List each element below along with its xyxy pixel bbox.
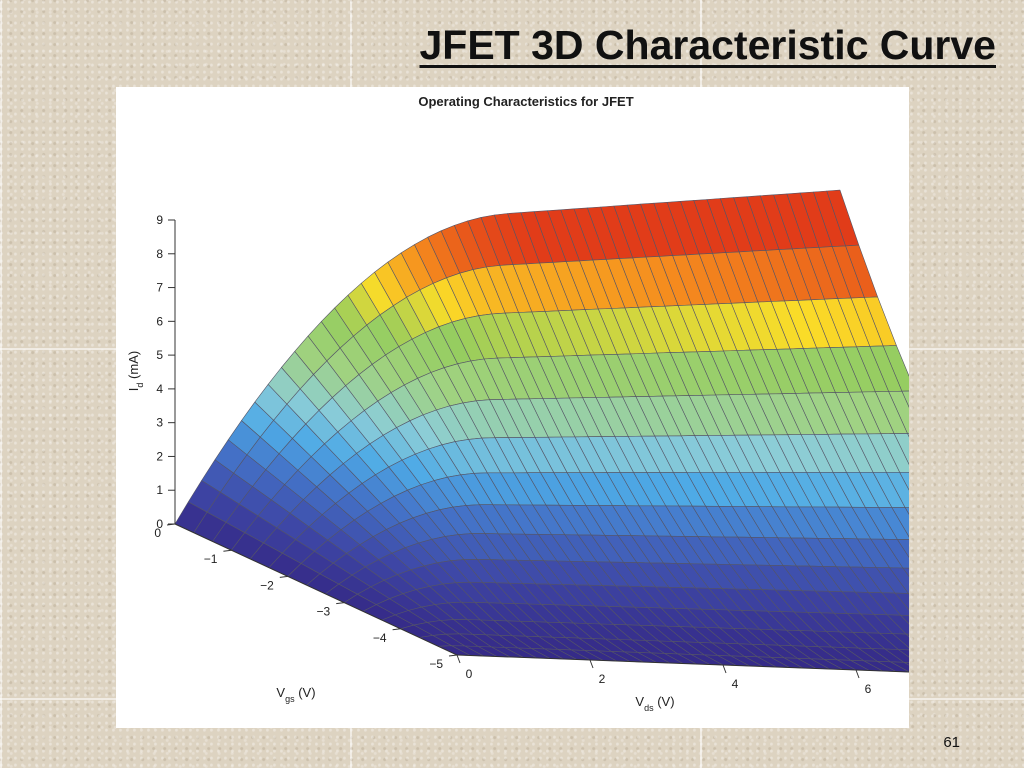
z-tick-label: 7 [156,281,163,295]
x-tick [456,654,461,664]
x-tick-label: 2 [599,672,606,686]
y-tick-label: −5 [429,657,443,671]
page-number: 61 [943,734,960,751]
y-tick [392,628,401,631]
x-tick [722,664,727,674]
z-tick-label: 5 [156,348,163,362]
z-tick-label: 0 [156,517,163,531]
z-tick-label: 1 [156,483,163,497]
y-axis-label: Vgs (V) [276,685,315,704]
surface-chart: Operating Characteristics for JFET 0 1 2 3 4… [126,94,909,713]
y-tick [223,549,232,552]
x-axis-line [456,654,909,673]
y-axis-line [174,523,458,656]
x-tick-label: 0 [466,667,473,681]
x-tick [589,659,594,669]
y-tick-label: −2 [260,578,274,592]
z-tick-label: 2 [156,449,163,463]
x-tick-label: 4 [732,677,739,691]
surface [174,189,909,673]
x-axis-label: Vds (V) [635,694,674,713]
z-tick-label: 6 [156,314,163,328]
y-tick [336,602,345,605]
y-tick-label: −4 [373,631,387,645]
z-tick-label: 4 [156,382,163,396]
slide-title: JFET 3D Characteristic Curve [419,22,996,68]
chart-figure: Operating Characteristics for JFET 0 1 2 3 4… [116,87,909,728]
z-tick-label: 9 [156,213,163,227]
x-tick [855,669,860,679]
chart-title: Operating Characteristics for JFET [418,94,633,109]
z-axis-label: Id (mA) [126,351,145,391]
y-tick-label: −3 [317,605,331,619]
y-tick [448,654,458,657]
z-tick-label: 3 [156,416,163,430]
z-tick-label: 8 [156,247,163,261]
y-tick [166,523,176,526]
y-tick-label: 0 [154,526,161,540]
y-tick-label: −1 [204,552,218,566]
x-tick-label: 6 [865,682,872,696]
y-tick [279,575,288,578]
